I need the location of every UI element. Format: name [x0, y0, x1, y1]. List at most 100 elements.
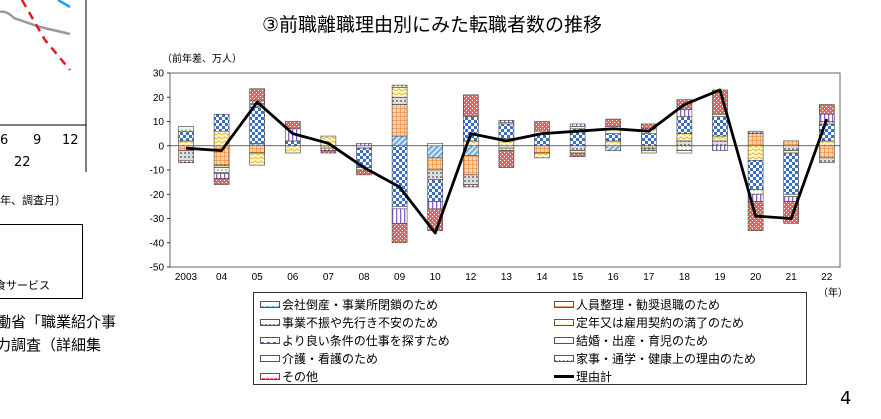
bar-segment [605, 133, 622, 142]
left-tick-9: 9 [33, 133, 42, 148]
y-axis-label: （前年差、万人） [162, 54, 242, 65]
legend-item: 事業不振や先行き不安のため [260, 314, 438, 331]
bar-segment [356, 145, 372, 149]
legend-swatch [260, 301, 280, 308]
legend-swatch [554, 301, 574, 308]
legend-label: 事業不振や先行き不安のため [282, 316, 439, 330]
bar-segment [640, 150, 657, 154]
bar-segment [783, 152, 800, 195]
x-tick-label: 07 [323, 272, 335, 283]
bar-segment [391, 104, 408, 137]
bar-segment [356, 143, 372, 147]
legend-swatch [260, 373, 280, 380]
x-tick-label: 06 [287, 272, 299, 283]
bar-segment [640, 145, 657, 149]
x-tick-label: 17 [643, 272, 655, 283]
bar-segment [391, 96, 408, 105]
bar-segment [178, 160, 194, 164]
bar-segment [783, 193, 800, 197]
bar-segment [391, 84, 408, 88]
x-tick-label: 09 [394, 272, 406, 283]
legend-swatch [554, 355, 574, 362]
bar-segment [747, 145, 764, 161]
bar-segment [213, 164, 230, 168]
bar-segment [427, 143, 444, 147]
bar-segment [676, 116, 693, 134]
bar-segment [427, 201, 444, 210]
x-tick-label: 22 [821, 272, 833, 283]
bar-segment [391, 223, 408, 244]
legend-swatch [260, 355, 280, 362]
bar-segment [498, 119, 515, 124]
bar-segment [213, 113, 230, 132]
bar-segment [640, 133, 657, 147]
legend-swatch [260, 319, 280, 326]
x-tick-label: 20 [750, 272, 762, 283]
bar-segment [462, 184, 479, 188]
x-tick-label: 21 [786, 272, 798, 283]
legend-item: より良い条件の仕事を探すため [260, 332, 450, 349]
source-line-2: 力調査（詳細集 [0, 336, 102, 354]
bar-segment [178, 140, 194, 147]
bar-segment [818, 140, 835, 147]
legend-label: その他 [282, 370, 319, 384]
x-tick-label: 12 [465, 272, 477, 283]
bar-segment [427, 157, 444, 171]
y-tick-label: 0 [158, 141, 164, 152]
bar-segment [427, 169, 444, 180]
x-tick-label: 19 [714, 272, 726, 283]
page-number: 4 [840, 388, 852, 409]
x-tick-label: 16 [608, 272, 620, 283]
bar-segment [676, 150, 693, 154]
left-legend-fragment: 食サービス [0, 279, 50, 292]
bar-segment [213, 178, 230, 185]
bar-segment [676, 140, 693, 147]
y-tick-label: 20 [153, 93, 165, 104]
bar-segment [213, 173, 230, 179]
chart-title: ③前職離職理由別にみた転職者数の推移 [262, 14, 603, 36]
bar-segment [284, 140, 301, 147]
x-axis-unit: （年） [818, 288, 848, 299]
bar-segment [391, 135, 408, 147]
bar-segment [712, 116, 728, 137]
bar-segment [712, 140, 728, 147]
bar-segment [534, 121, 550, 132]
left-year-label: 22 [14, 155, 31, 170]
bar-segment [747, 160, 764, 190]
bar-segment [462, 174, 479, 185]
bar-segment [569, 150, 586, 154]
x-tick-label: 13 [501, 272, 513, 283]
bar-segment [569, 123, 586, 127]
bar-segment [178, 126, 194, 132]
x-tick-label: 14 [536, 272, 548, 283]
bar-segment [534, 152, 550, 159]
bar-segment [569, 152, 586, 157]
bar-segment [605, 118, 622, 127]
legend-item: 人員整理・勧奨退職のため [554, 296, 720, 313]
bar-segment [818, 104, 835, 115]
bar-segment [427, 145, 444, 159]
bar-segment [498, 150, 515, 168]
bar-segment [676, 145, 693, 151]
bar-segment [391, 206, 408, 210]
bar-segment [391, 145, 408, 207]
bar-segment [498, 123, 515, 139]
x-tick-label: 04 [216, 272, 228, 283]
legend-item: 理由計 [554, 368, 612, 385]
bar-segment [249, 143, 265, 147]
x-tick-label: 08 [358, 272, 370, 283]
bar-segment [818, 157, 835, 164]
legend-label: 家事・通学・健康上の理由のため [576, 352, 757, 366]
legend-item: 介護・看護のため [260, 350, 378, 367]
legend-swatch [554, 319, 574, 326]
x-tick-label: 10 [430, 272, 442, 283]
y-tick-label: -30 [150, 214, 165, 225]
bar-segment [783, 150, 800, 154]
legend: 会社倒産・事業所閉鎖のため 人員整理・勧奨退職のため 事業不振や先行き不安のため 定年… [253, 292, 807, 385]
bar-segment [427, 179, 444, 202]
legend-label: 結婚・出産・育児のため [576, 334, 709, 348]
legend-swatch [260, 337, 280, 344]
y-tick-label: -50 [150, 263, 165, 274]
bar-segment [534, 145, 550, 154]
legend-item: 会社倒産・事業所閉鎖のため [260, 296, 438, 313]
